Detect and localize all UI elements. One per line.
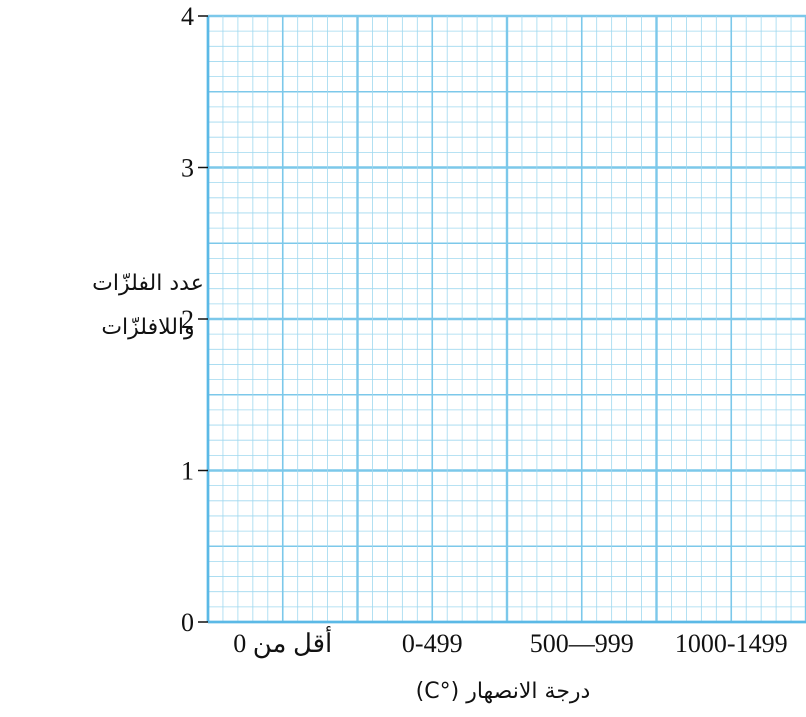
x-category-labels: أقل من 0 0-499 500—999 1000-1499 xyxy=(233,625,787,659)
x-category-label: أقل من 0 xyxy=(233,625,332,659)
x-category-label: 500—999 xyxy=(530,629,634,658)
y-tick-label: 2 xyxy=(181,305,194,334)
y-tick-label: 1 xyxy=(181,457,194,486)
y-tick-label: 4 xyxy=(181,2,194,31)
y-tick-labels: 0 1 2 3 4 xyxy=(181,2,194,637)
graph-paper-grid xyxy=(206,14,806,624)
y-axis-title-line-1: عدد الفلزّات xyxy=(92,271,204,296)
chart-axes xyxy=(198,15,806,624)
y-tick-label: 3 xyxy=(181,154,194,183)
x-category-label: 1000-1499 xyxy=(675,629,788,658)
y-tick-label: 0 xyxy=(181,608,194,637)
x-axis-title: درجة الانصهار (°C) xyxy=(416,679,591,704)
y-axis-title-line-2: واللافلزّات xyxy=(101,315,194,340)
y-axis-title: عدد الفلزّات واللافلزّات xyxy=(92,271,204,340)
x-category-label: 0-499 xyxy=(402,629,463,658)
